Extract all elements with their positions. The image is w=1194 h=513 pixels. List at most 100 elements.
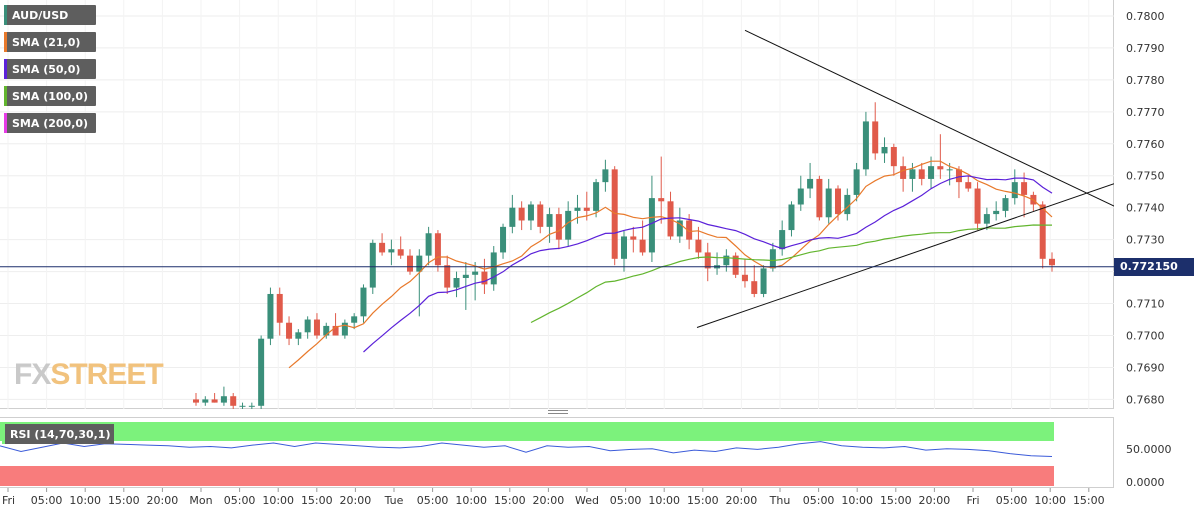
time-tick-label: 05:00	[996, 494, 1028, 507]
sma-100-line	[530, 224, 1052, 324]
candle-body	[695, 239, 702, 253]
rsi-tick-label: 50.0000	[1126, 443, 1172, 456]
logo-street: STREET	[50, 358, 163, 391]
candle-body	[779, 230, 786, 250]
time-tick-label: 10:00	[1034, 494, 1066, 507]
candle-body	[983, 214, 990, 224]
rsi-tick-label: 0.0000	[1126, 476, 1165, 488]
legend-item[interactable]: SMA (50,0)	[4, 59, 97, 79]
time-tick-label: Wed	[575, 494, 599, 507]
lower-trendline	[696, 183, 1114, 328]
sma-50-line	[363, 175, 1053, 353]
candle-body	[918, 169, 925, 179]
rsi-pane[interactable]	[0, 417, 1114, 488]
price-tick-label: 0.7800	[1126, 10, 1165, 23]
candle-body	[1049, 258, 1055, 266]
candle-body	[835, 188, 841, 215]
price-axis: 0.7800 0.7790 0.7780 0.7770 0.7760 0.7750 0.77…	[1114, 0, 1194, 409]
time-tick-label: 15:00	[301, 494, 333, 507]
candle-body	[965, 182, 972, 189]
time-tick-label: 20:00	[147, 494, 179, 507]
candle-body	[630, 236, 637, 240]
rsi-chart	[0, 422, 1054, 486]
price-pane[interactable]	[0, 0, 1114, 409]
rsi-line	[0, 441, 1053, 457]
candle-body	[732, 255, 739, 275]
pane-splitter-handle[interactable]	[548, 410, 568, 416]
candle-body	[434, 233, 441, 266]
legend-swatch	[4, 113, 7, 133]
time-axis: Fri 05:00 10:00 15:00 20:00 Mon 05:00 10:00 15:0…	[0, 488, 1194, 513]
candle-body	[211, 399, 218, 403]
price-axis-labels: 0.7800 0.7790 0.7780 0.7770 0.7760 0.7750 0.77…	[1126, 10, 1165, 406]
candle-body	[1002, 198, 1009, 211]
legend-label: SMA (21,0)	[12, 35, 81, 49]
price-tick-label: 0.7690	[1126, 361, 1165, 374]
time-tick-label: 20:00	[340, 494, 372, 507]
candle-body	[574, 207, 581, 211]
upper-trendline	[744, 29, 1114, 207]
legend-item[interactable]: SMA (21,0)	[4, 32, 97, 52]
sma-21-line	[288, 160, 1053, 369]
candle-body	[527, 204, 534, 221]
candle-body	[946, 169, 953, 171]
time-tick-label: 20:00	[919, 494, 951, 507]
candle-body	[490, 252, 497, 285]
candle-body	[444, 265, 451, 288]
candle-body	[928, 166, 935, 179]
candle-body	[416, 255, 423, 272]
time-tick-label: 10:00	[648, 494, 680, 507]
candle-body	[360, 287, 367, 317]
candle-body	[974, 188, 981, 224]
legend-item[interactable]: AUD/USD	[4, 5, 97, 25]
chart-legend: AUD/USD SMA (21,0) SMA (50,0) SMA (100,0) SM…	[4, 5, 97, 140]
price-tick-label: 0.7770	[1126, 106, 1165, 119]
candle-body	[807, 178, 814, 189]
legend-label: SMA (200,0)	[12, 116, 89, 130]
time-tick-label: 05:00	[803, 494, 835, 507]
time-tick-label: Tue	[384, 494, 404, 507]
candle-body	[760, 268, 767, 294]
rsi-overbought-zone	[0, 422, 1054, 441]
legend-swatch	[4, 32, 7, 52]
time-tick-label: 05:00	[224, 494, 256, 507]
candle-body	[202, 399, 209, 403]
candle-body	[881, 146, 888, 154]
candle-body	[537, 204, 544, 227]
price-chart	[0, 0, 1114, 409]
time-tick-label: 10:00	[455, 494, 487, 507]
legend-item[interactable]: SMA (200,0)	[4, 113, 97, 133]
candle-body	[844, 194, 851, 215]
time-tick-label: 15:00	[108, 494, 140, 507]
candle-body	[379, 242, 386, 253]
candle-body	[890, 146, 897, 167]
candle-body	[388, 249, 395, 253]
candle-body	[509, 207, 516, 227]
candle-body	[1021, 182, 1028, 195]
candle-body	[481, 271, 488, 285]
candle-body	[862, 121, 869, 170]
candle-body	[397, 249, 404, 256]
candle-body	[1011, 182, 1018, 199]
last-price-tag: 0.772150	[1114, 257, 1194, 276]
legend-item[interactable]: SMA (100,0)	[4, 86, 97, 106]
candle-body	[648, 198, 655, 253]
time-tick-label: 05:00	[610, 494, 642, 507]
candle-body	[341, 322, 348, 336]
candle-body	[853, 169, 860, 195]
candle-body	[900, 166, 907, 179]
candle-body	[295, 332, 302, 339]
logo-fx: FX	[14, 358, 51, 391]
time-tick-label: 15:00	[880, 494, 912, 507]
time-tick-label: Fri	[966, 494, 979, 507]
candle-body	[518, 207, 525, 221]
candle-body	[369, 242, 376, 288]
legend-label: SMA (50,0)	[12, 62, 81, 76]
candle-body	[220, 396, 227, 403]
candle-body	[955, 169, 962, 183]
candle-body	[304, 319, 311, 333]
time-tick-label: Fri	[2, 494, 15, 507]
candle-body	[816, 178, 823, 218]
candle-body	[797, 188, 804, 205]
candle-body	[993, 210, 1000, 215]
